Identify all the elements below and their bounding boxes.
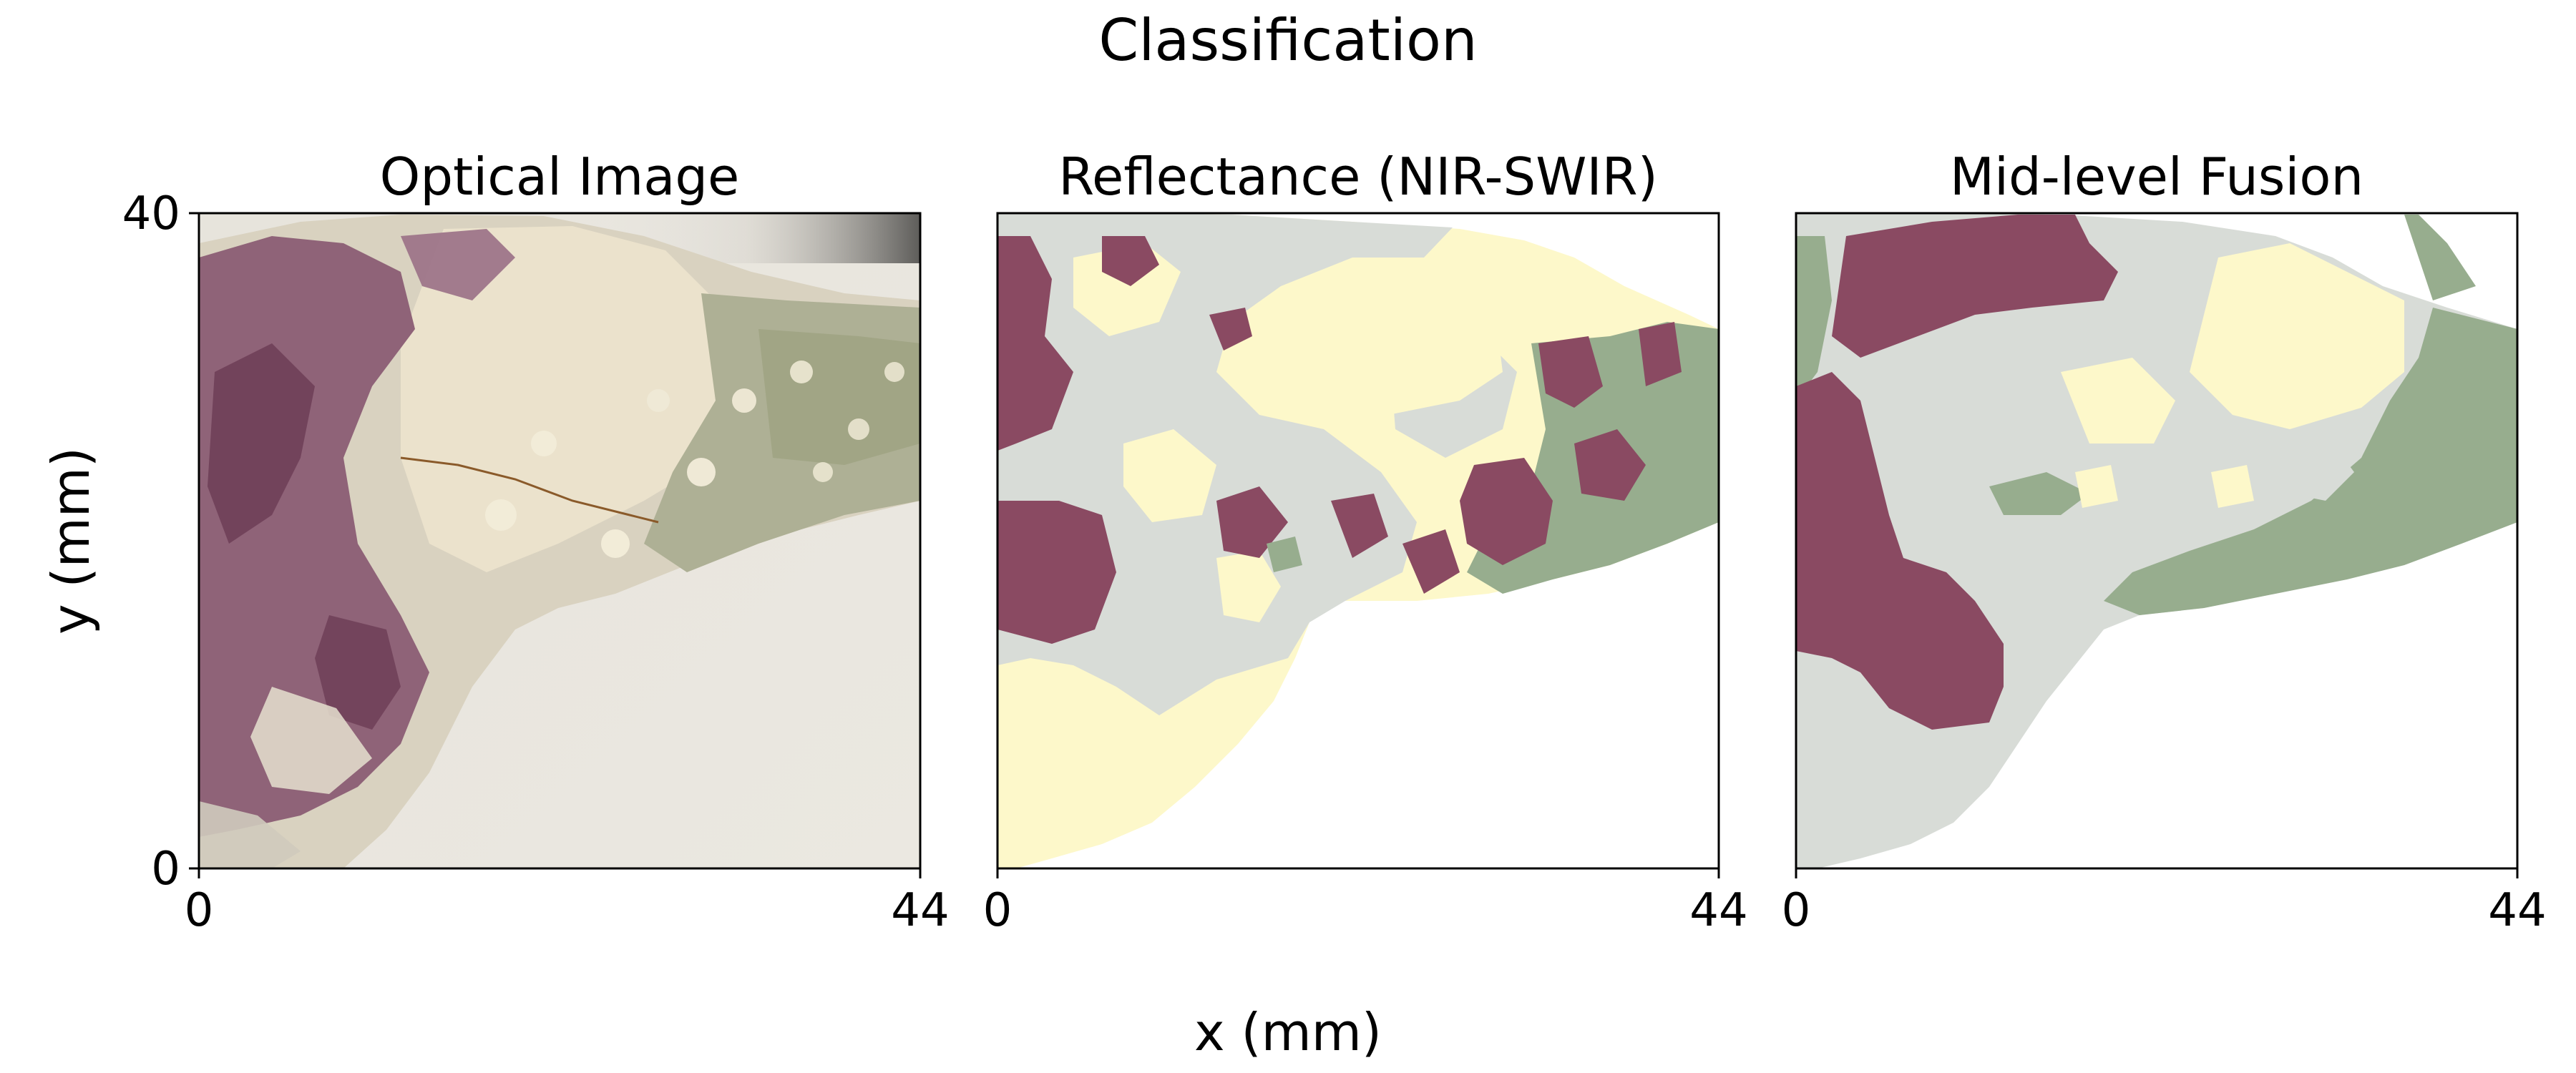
panel-optical-image: Optical Image — [122, 147, 950, 937]
optical-photo — [199, 213, 920, 868]
plot-frame-optical — [197, 212, 922, 870]
panel-reflectance: Reflectance (NIR-SWIR) — [983, 147, 1748, 937]
optical-spot — [601, 529, 630, 558]
optical-spot — [884, 362, 904, 382]
reflectance-class-purple-1 — [997, 236, 1073, 451]
reflectance-class-purple-10 — [1216, 486, 1288, 558]
fusion-class-green-3 — [2404, 215, 2476, 300]
plot-frame-reflectance — [996, 212, 1720, 870]
fusion-class-yellow-1 — [2061, 358, 2175, 444]
optical-rock-purple-dark — [208, 343, 315, 544]
reflectance-class-purple-3 — [1102, 236, 1159, 286]
reflectance-classmap — [997, 213, 1719, 868]
optical-spot — [732, 388, 756, 413]
fusion-class-green — [2104, 308, 2517, 615]
fusion-class-yellow-3 — [2211, 465, 2254, 508]
plot-frame-fusion — [1795, 212, 2519, 870]
panel-title-reflectance: Reflectance (NIR-SWIR) — [1058, 147, 1658, 207]
x-tick-label: 44 — [1689, 884, 1747, 937]
x-tick-label: 44 — [2488, 884, 2546, 937]
fusion-class-purple-left — [1796, 372, 2004, 730]
optical-spot — [848, 418, 869, 440]
panel-mid-level-fusion: Mid-level Fusion 0 44 — [1782, 147, 2547, 937]
panel-title-fusion: Mid-level Fusion — [1950, 147, 2363, 207]
reflectance-class-green-2 — [1267, 536, 1302, 572]
fusion-class-yellow-2 — [2190, 243, 2404, 429]
optical-spot — [531, 431, 557, 456]
reflectance-class-purple-11 — [1331, 494, 1388, 558]
optical-rock-white-1 — [250, 687, 372, 794]
optical-spot — [647, 389, 670, 412]
optical-rock-purple-top — [401, 229, 515, 300]
y-axis-label: y (mm) — [41, 447, 101, 635]
panel-title-optical: Optical Image — [380, 147, 740, 207]
reflectance-class-purple-5 — [1538, 336, 1603, 408]
reflectance-class-purple-8 — [1574, 429, 1646, 501]
optical-crack — [400, 456, 659, 524]
optical-rock-purple-dark-2 — [315, 615, 401, 730]
optical-spot — [485, 499, 517, 531]
x-axis-label: x (mm) — [1194, 1002, 1382, 1062]
x-tick-label: 44 — [891, 884, 949, 937]
fusion-class-purple-top — [1832, 215, 2118, 358]
reflectance-class-purple-7 — [1460, 458, 1553, 565]
reflectance-class-purple-2 — [997, 501, 1116, 644]
reflectance-class-yellow-3 — [1123, 429, 1216, 522]
y-tick-label: 0 — [151, 843, 180, 896]
fusion-class-green-left — [1796, 236, 1832, 401]
reflectance-class-yellow-2 — [1267, 279, 1503, 415]
optical-rock-green-dark — [758, 329, 920, 465]
fusion-classmap — [1796, 213, 2517, 868]
optical-spot — [790, 361, 813, 383]
figure-title: Classification — [1098, 7, 1477, 74]
x-tick-label: 0 — [185, 884, 214, 937]
reflectance-class-purple-9 — [1402, 529, 1460, 594]
optical-spot — [687, 458, 716, 486]
y-tick-label: 40 — [122, 187, 180, 240]
fusion-class-green-2 — [1989, 472, 2089, 515]
fusion-class-gray-island — [2290, 444, 2354, 501]
reflectance-class-gray — [997, 213, 1453, 715]
reflectance-class-purple-4 — [1209, 308, 1252, 351]
x-tick-label: 0 — [1782, 884, 1811, 937]
optical-spot — [813, 462, 833, 482]
optical-rock-white-2 — [199, 801, 301, 868]
reflectance-class-purple-6 — [1639, 322, 1682, 386]
fusion-class-yellow-4 — [2075, 465, 2118, 508]
reflectance-class-yellow-4 — [1216, 551, 1281, 622]
x-tick-label: 0 — [983, 884, 1013, 937]
